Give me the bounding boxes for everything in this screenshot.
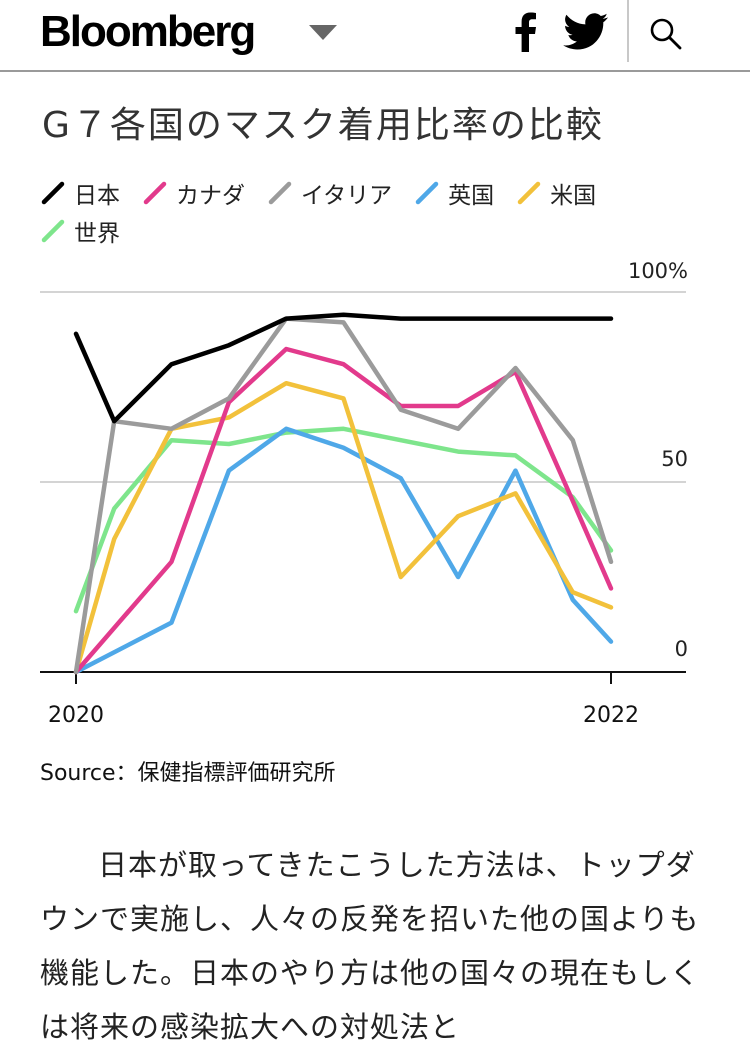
line-chart: 100% 50 0 2020 2022 — [40, 259, 688, 728]
legend-swatch — [415, 181, 439, 205]
chart-title: G７各国のマスク着用比率の比較 — [42, 105, 604, 146]
facebook-share-button[interactable] — [508, 12, 542, 52]
legend-swatch-line — [268, 181, 292, 205]
chevron-down-icon[interactable] — [307, 22, 339, 42]
legend-label: イタリア — [301, 183, 393, 209]
legend-swatch-line — [517, 181, 541, 205]
legend-swatch-line — [143, 181, 167, 205]
y-tick-label: 0 — [675, 637, 688, 661]
legend-swatch — [268, 181, 292, 205]
header-divider — [627, 0, 629, 62]
search-button[interactable] — [646, 14, 686, 54]
legend-item: カナダ — [142, 178, 245, 209]
legend-label: 米国 — [550, 183, 597, 209]
legend-item: イタリア — [267, 178, 393, 209]
y-tick-label: 100% — [628, 259, 688, 283]
legend-label: 日本 — [74, 183, 120, 209]
facebook-icon — [515, 12, 536, 52]
legend-label: カナダ — [176, 183, 245, 209]
series-line-5 — [73, 380, 614, 675]
legend-item: 英国 — [414, 178, 495, 209]
series-line-4 — [73, 426, 614, 675]
legend-swatch-line — [415, 181, 439, 205]
legend-swatch — [41, 219, 65, 243]
legend-item: 日本 — [40, 178, 120, 209]
legend-label: 英国 — [448, 183, 495, 209]
bloomberg-logo[interactable]: Bloomberg — [40, 7, 256, 56]
search-icon — [650, 18, 682, 50]
y-tick-label: 50 — [661, 447, 688, 471]
twitter-icon — [563, 13, 609, 50]
legend-item: 米国 — [516, 178, 597, 209]
series-line-2 — [73, 346, 614, 675]
twitter-share-button[interactable] — [562, 12, 610, 52]
legend-swatch-line — [41, 219, 65, 243]
x-tick-label: 2020 — [48, 703, 104, 728]
legend-label: 世界 — [74, 221, 120, 247]
chart-legend: 日本 カナダ イタリア 英国 米国世界 — [40, 178, 720, 247]
legend-swatch — [517, 181, 541, 205]
x-tick-label: 2022 — [583, 703, 639, 728]
series-line-3 — [73, 316, 614, 675]
chart-source: Source：保健指標評価研究所 — [40, 761, 336, 786]
series-line-1 — [73, 312, 614, 424]
article-paragraph: 日本が取ってきたこうした方法は、トップダウンで実施し、人々の反発を招いた他の国よ… — [40, 848, 701, 1044]
legend-swatch-line — [41, 181, 65, 205]
legend-swatch — [41, 181, 65, 205]
top-bar: Bloomberg — [0, 0, 750, 72]
legend-item: 世界 — [40, 216, 120, 247]
legend-swatch — [143, 181, 167, 205]
